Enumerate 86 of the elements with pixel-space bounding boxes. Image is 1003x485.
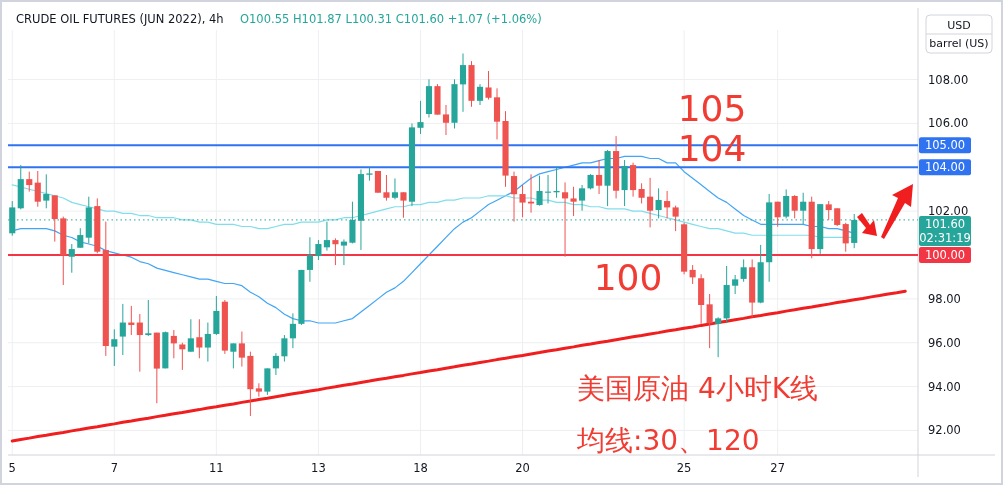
candlestick — [664, 190, 671, 219]
y-tick-label: 92.00 — [928, 423, 961, 438]
candlestick — [596, 159, 603, 195]
candlestick — [536, 175, 543, 207]
candlestick — [315, 239, 322, 261]
candlestick — [213, 295, 220, 336]
candlestick — [289, 312, 296, 349]
candlestick — [119, 303, 126, 356]
candlestick — [459, 52, 467, 113]
candlestick — [145, 299, 152, 337]
y-tick-label: 94.00 — [928, 379, 961, 394]
candlestick — [136, 313, 143, 373]
candlestick — [255, 382, 262, 398]
y-tick-label: 96.00 — [928, 335, 961, 350]
candlestick — [842, 222, 849, 253]
candlestick — [196, 318, 203, 359]
candlestick — [561, 181, 569, 258]
candlestick — [306, 236, 313, 283]
candlestick — [774, 201, 781, 228]
x-tick-label: 25 — [676, 461, 692, 475]
candlestick — [179, 342, 186, 371]
x-tick-label: 13 — [311, 461, 326, 475]
y-tick-label: 108.00 — [928, 72, 969, 87]
candlestick — [77, 227, 84, 249]
candlestick — [374, 170, 382, 194]
annotation: 100 — [593, 256, 663, 298]
candlestick — [655, 187, 662, 219]
candlestick — [43, 173, 50, 209]
candlestick — [281, 334, 288, 363]
ref-line-label: 100.00 — [924, 248, 966, 262]
candlestick — [442, 104, 450, 136]
candlestick — [26, 171, 33, 193]
y-tick-label: 102.00 — [928, 204, 969, 219]
candlestick — [230, 342, 237, 369]
candlestick — [400, 191, 407, 219]
y-axis-title: USD barrel (US) — [929, 19, 989, 50]
candlestick — [366, 166, 373, 182]
ref-line-label: 104.00 — [924, 160, 966, 175]
candlestick — [476, 83, 484, 106]
chart-title: CRUDE OIL FUTURES (JUN 2022), 4h — [16, 12, 224, 26]
y-tick-label: 106.00 — [928, 116, 969, 131]
candlestick — [732, 274, 739, 295]
x-tick-label: 11 — [209, 461, 224, 475]
candlestick — [715, 316, 722, 358]
annotation: 均线:30、120 — [576, 423, 760, 457]
y-tick-label: 98.00 — [928, 291, 961, 306]
candlestick — [264, 367, 271, 396]
candlestick — [485, 70, 492, 101]
x-tick-label: 20 — [515, 461, 530, 475]
ref-line-label: 105.00 — [924, 138, 966, 153]
candlestick — [187, 318, 194, 353]
candlestick — [383, 174, 390, 202]
chart-subtitle: O100.55 H101.87 L100.31 C101.60 +1.07 (+1.06%) — [240, 12, 542, 26]
candlestick — [638, 182, 645, 204]
candlestick — [340, 238, 347, 266]
candlestick — [391, 177, 399, 200]
candlestick — [204, 322, 211, 363]
x-tick-label: 5 — [8, 461, 16, 475]
candlestick — [579, 184, 586, 212]
candlestick — [825, 200, 832, 221]
x-tick-label: 18 — [413, 461, 428, 475]
candlestick — [417, 100, 424, 135]
candlestick — [34, 170, 41, 208]
candlestick — [51, 194, 58, 243]
candlestick — [510, 171, 518, 223]
candlestick — [332, 237, 339, 266]
candlestick — [647, 177, 654, 228]
candlestick — [272, 352, 279, 376]
candlestick — [111, 328, 118, 367]
x-tick-label: 7 — [110, 461, 118, 475]
candlestick — [570, 186, 577, 217]
candlestick — [791, 194, 798, 219]
annotation: 美国原油 4小时K线 — [577, 371, 819, 405]
candlestick — [323, 221, 330, 252]
candlestick — [170, 329, 177, 359]
candlestick — [519, 184, 526, 218]
candlestick — [706, 293, 713, 349]
candlestick — [740, 258, 747, 283]
candlestick — [68, 243, 75, 274]
candlestick — [783, 188, 790, 219]
x-tick-label: 27 — [770, 461, 785, 475]
candlestick — [238, 331, 245, 368]
candlestick — [689, 264, 696, 285]
candlestick — [672, 205, 679, 232]
ref-line-label: 101.60 02:31:19 — [919, 216, 971, 245]
annotation: 105 — [677, 87, 747, 129]
